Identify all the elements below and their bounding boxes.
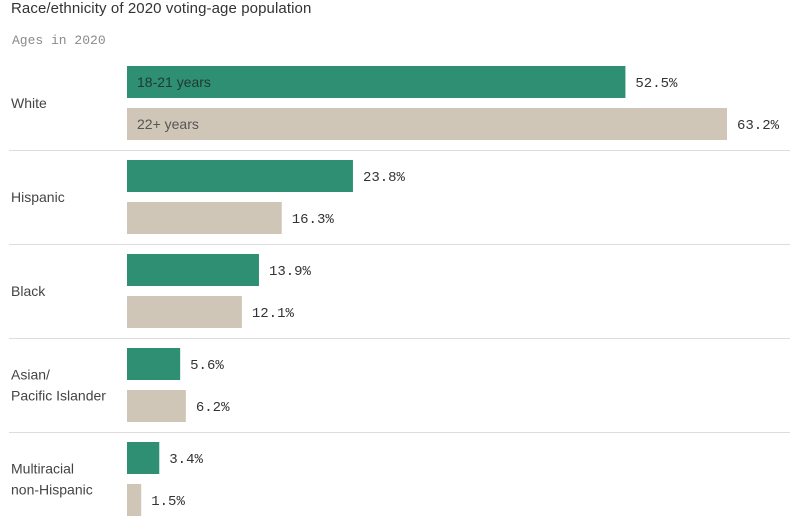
bar <box>127 66 626 98</box>
value-label: 1.5% <box>151 494 185 510</box>
chart-subtitle: Ages in 2020 <box>12 33 106 48</box>
bar <box>127 390 186 422</box>
bar <box>127 484 142 516</box>
value-label: 63.2% <box>737 118 780 134</box>
chart-title: Race/ethnicity of 2020 voting-age popula… <box>11 0 312 17</box>
value-label: 3.4% <box>169 452 203 468</box>
value-label: 12.1% <box>252 306 295 322</box>
value-label: 6.2% <box>196 400 230 416</box>
value-label: 16.3% <box>292 212 335 228</box>
bar <box>127 348 181 380</box>
category-label: Asian/ <box>11 367 50 383</box>
category-label: Multiracial <box>11 461 74 477</box>
category-label: White <box>11 95 47 111</box>
legend-label: 22+ years <box>137 116 199 132</box>
bar <box>127 254 259 286</box>
category-label: Hispanic <box>11 189 65 205</box>
bar <box>127 160 353 192</box>
category-label: Pacific Islander <box>11 388 106 404</box>
category-label: Black <box>11 283 46 299</box>
value-label: 23.8% <box>363 170 406 186</box>
bar <box>127 442 160 474</box>
bar <box>127 108 727 140</box>
legend-label: 18-21 years <box>137 74 211 90</box>
value-label: 52.5% <box>635 76 678 92</box>
value-label: 13.9% <box>269 264 312 280</box>
category-label: non-Hispanic <box>11 482 93 498</box>
bar <box>127 296 242 328</box>
value-label: 5.6% <box>190 358 224 374</box>
bar <box>127 202 282 234</box>
